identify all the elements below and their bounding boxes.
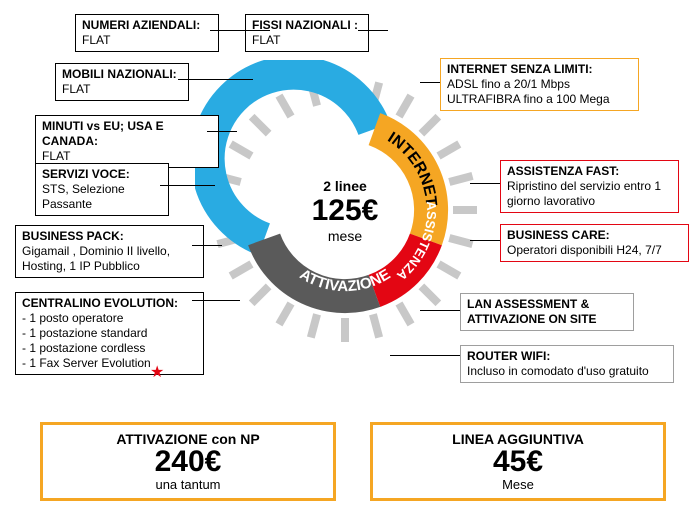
- lead-line: [192, 300, 240, 301]
- callout-voce-minuti: MINUTI vs EU; USA E CANADA:FLAT: [35, 115, 219, 168]
- center-price: 2 linee 125€ mese: [275, 178, 415, 244]
- lead-line: [358, 30, 388, 31]
- callout-voce-fissi: FISSI NAZIONALI :FLAT: [245, 14, 369, 52]
- lead-line: [390, 355, 460, 356]
- callout-voce-mobili: MOBILI NAZIONALI:FLAT: [55, 63, 189, 101]
- box-right-price: 45€: [373, 447, 663, 477]
- lead-line: [420, 310, 460, 311]
- callout-router-wifi: ROUTER WIFI:Incluso in comodato d'uso gr…: [460, 345, 674, 383]
- box-linea-aggiuntiva: LINEA AGGIUNTIVA 45€ Mese: [370, 422, 666, 501]
- star-icon: ★: [150, 362, 164, 382]
- callout-voce-businesspack: BUSINESS PACK:Gigamail , Dominio II live…: [15, 225, 204, 278]
- callout-voce-centralino: CENTRALINO EVOLUTION:- 1 posto operatore…: [15, 292, 204, 375]
- callout-voce-servizi: SERVIZI VOCE:STS, Selezione Passante: [35, 163, 169, 216]
- box-left-price: 240€: [43, 447, 333, 477]
- callout-assistenza-fast: ASSISTENZA FAST:Ripristino del servizio …: [500, 160, 679, 213]
- box-right-sub: Mese: [373, 477, 663, 492]
- lead-line: [178, 79, 253, 80]
- callout-internet: INTERNET SENZA LIMITI:ADSL fino a 20/1 M…: [440, 58, 639, 111]
- lead-line: [470, 240, 500, 241]
- callout-lan-assessment: LAN ASSESSMENT & ATTIVAZIONE ON SITE: [460, 293, 634, 331]
- lead-line: [207, 131, 237, 132]
- box-attivazione-np: ATTIVAZIONE con NP 240€ una tantum: [40, 422, 336, 501]
- lead-line: [160, 185, 215, 186]
- lead-line: [420, 82, 440, 83]
- center-line3: mese: [275, 228, 415, 244]
- box-left-sub: una tantum: [43, 477, 333, 492]
- center-price-value: 125€: [275, 194, 415, 228]
- lead-line: [192, 245, 222, 246]
- callout-voce-numeri: NUMERI AZIENDALI:FLAT: [75, 14, 219, 52]
- callout-business-care: BUSINESS CARE:Operatori disponibili H24,…: [500, 224, 689, 262]
- center-line1: 2 linee: [275, 178, 415, 194]
- lead-line: [470, 183, 500, 184]
- lead-line: [210, 30, 270, 31]
